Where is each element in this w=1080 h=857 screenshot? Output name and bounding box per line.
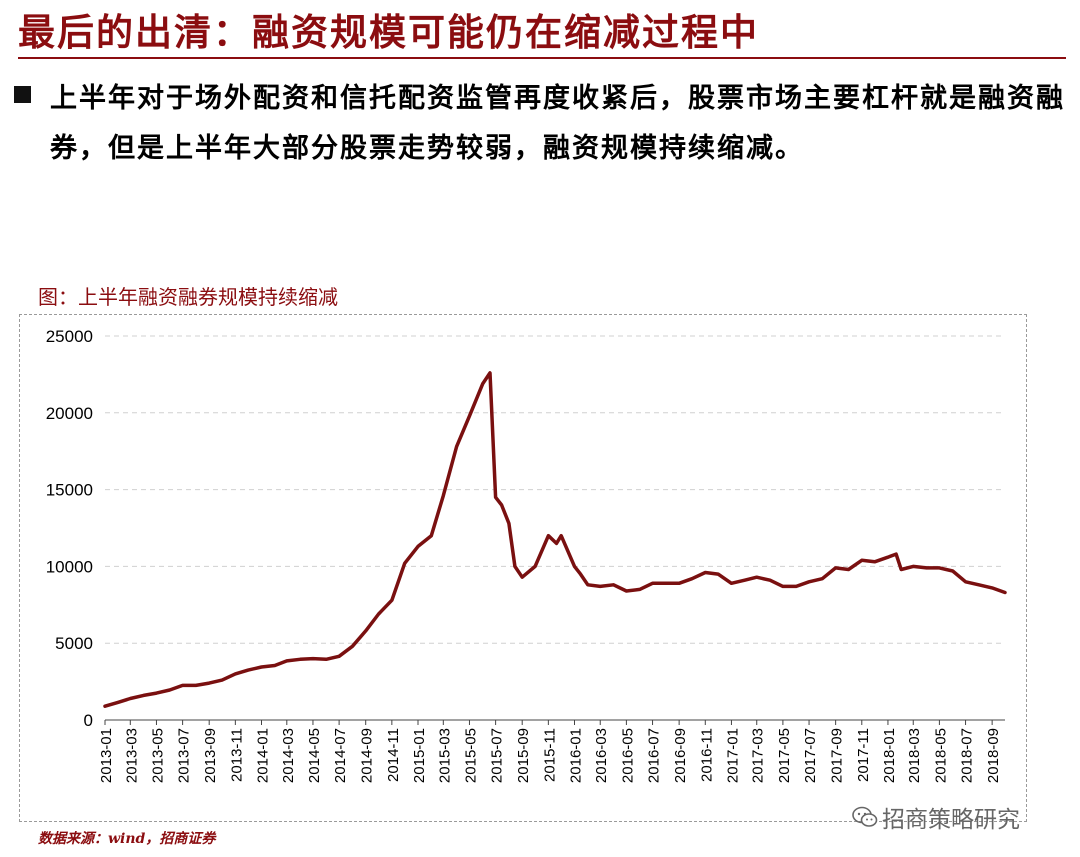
bullet-square-icon: [14, 86, 31, 103]
y-tick-label: 0: [84, 711, 93, 730]
slide-title: 最后的出清：融资规模可能仍在缩减过程中: [18, 10, 759, 54]
x-tick-label: 2016-05: [619, 728, 636, 783]
x-tick-label: 2014-09: [359, 728, 376, 783]
x-tick-label: 2014-07: [332, 728, 349, 783]
x-tick-label: 2017-09: [829, 728, 846, 783]
x-tick-label: 2013-05: [149, 728, 166, 783]
wechat-icon: [852, 806, 878, 827]
watermark-text: 招商策略研究: [882, 807, 1020, 833]
x-tick-label: 2013-03: [123, 728, 140, 783]
x-tick-label: 2014-05: [306, 728, 323, 783]
y-tick-label: 15000: [46, 481, 93, 500]
x-tick-label: 2013-01: [98, 728, 115, 783]
x-tick-label: 2016-07: [646, 728, 663, 783]
x-tick-label: 2018-07: [959, 728, 976, 783]
x-tick-label: 2015-11: [541, 728, 558, 782]
x-tick-label: 2016-11: [698, 728, 715, 782]
x-tick-label: 2015-09: [515, 728, 532, 783]
x-tick-label: 2017-05: [776, 728, 793, 783]
x-tick-label: 2015-05: [462, 728, 479, 783]
y-tick-label: 5000: [55, 634, 93, 653]
x-tick-label: 2013-07: [176, 728, 193, 783]
x-tick-label: 2017-03: [750, 728, 767, 783]
x-tick-label: 2017-01: [724, 728, 741, 783]
x-tick-label: 2014-11: [385, 728, 402, 782]
x-tick-label: 2018-09: [985, 728, 1002, 783]
x-tick-label: 2018-03: [906, 728, 923, 783]
x-tick-label: 2015-01: [411, 728, 428, 783]
x-tick-label: 2015-03: [436, 728, 453, 783]
y-tick-label: 10000: [46, 557, 93, 576]
x-tick-label: 2016-03: [593, 728, 610, 783]
chart-caption: 图：上半年融资融券规模持续缩减: [38, 285, 338, 309]
x-tick-label: 2017-11: [855, 728, 872, 782]
source-note: 数据来源：wind，招商证券: [38, 831, 216, 847]
watermark: 招商策略研究: [852, 800, 1020, 834]
series-line: [103, 371, 1007, 708]
x-tick-label: 2016-09: [672, 728, 689, 783]
x-tick-label: 2018-05: [932, 728, 949, 783]
chart-frame: 0 5000 10000 15000 20000 25000 2013-01 2013-03 2…: [19, 314, 1027, 822]
x-tick-label: 2013-09: [202, 728, 219, 783]
x-tick-label: 2018-01: [881, 728, 898, 783]
x-tick-label: 2013-11: [228, 728, 245, 782]
x-tick-label: 2015-07: [489, 728, 506, 783]
x-tick-label: 2014-01: [255, 728, 272, 783]
title-divider: [18, 57, 1066, 59]
bullet-text: 上半年对于场外配资和信托配资监管再度收紧后，股票市场主要杠杆就是融资融券，但是上…: [50, 83, 1065, 164]
x-tick-label: 2017-07: [802, 728, 819, 783]
x-tick-label: 2014-03: [280, 728, 297, 783]
y-tick-label: 25000: [46, 327, 93, 346]
x-tick-label: 2016-01: [568, 728, 585, 783]
y-tick-label: 20000: [46, 404, 93, 423]
line-chart: 0 5000 10000 15000 20000 25000 2013-01 2013-03 2…: [46, 327, 1007, 783]
